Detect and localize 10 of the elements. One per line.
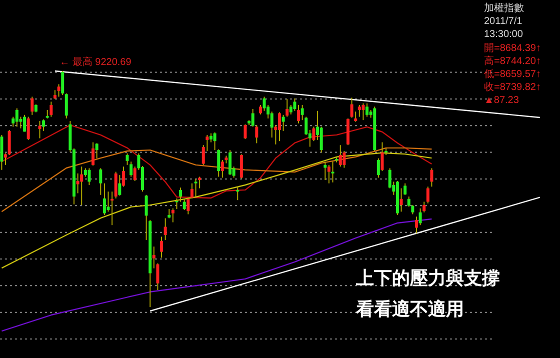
annotation: 看看適不適用: [355, 299, 464, 319]
annotation: 上下的壓力與支撐: [355, 268, 500, 288]
annotation: ← 最高 9220.69: [60, 56, 132, 68]
text: 低=8659.57↑: [484, 69, 541, 80]
text: 開=8684.39↑: [484, 43, 541, 54]
text: 加權指數: [484, 2, 524, 14]
text: 2011/7/1 13:30:00: [484, 16, 524, 40]
text: 高=8744.20↑: [484, 55, 541, 67]
text: ▲87.23: [484, 95, 520, 106]
text: 收=8739.82↑: [484, 82, 541, 93]
